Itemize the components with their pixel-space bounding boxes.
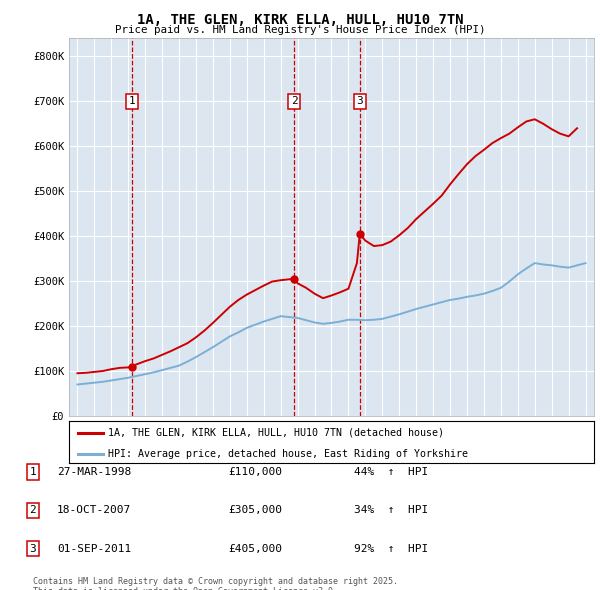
Text: 2: 2: [291, 96, 298, 106]
Text: Contains HM Land Registry data © Crown copyright and database right 2025.
This d: Contains HM Land Registry data © Crown c…: [33, 577, 398, 590]
Text: 01-SEP-2011: 01-SEP-2011: [57, 544, 131, 553]
Text: 18-OCT-2007: 18-OCT-2007: [57, 506, 131, 515]
Text: 44%  ↑  HPI: 44% ↑ HPI: [354, 467, 428, 477]
Text: Price paid vs. HM Land Registry's House Price Index (HPI): Price paid vs. HM Land Registry's House …: [115, 25, 485, 35]
Text: 34%  ↑  HPI: 34% ↑ HPI: [354, 506, 428, 515]
Text: 2: 2: [29, 506, 37, 515]
Text: 3: 3: [29, 544, 37, 553]
Text: 3: 3: [356, 96, 363, 106]
Text: 27-MAR-1998: 27-MAR-1998: [57, 467, 131, 477]
Text: 92%  ↑  HPI: 92% ↑ HPI: [354, 544, 428, 553]
Text: 1: 1: [129, 96, 136, 106]
Text: £405,000: £405,000: [228, 544, 282, 553]
Text: 1: 1: [29, 467, 37, 477]
Text: 1A, THE GLEN, KIRK ELLA, HULL, HU10 7TN (detached house): 1A, THE GLEN, KIRK ELLA, HULL, HU10 7TN …: [109, 428, 445, 438]
Text: £305,000: £305,000: [228, 506, 282, 515]
Text: £110,000: £110,000: [228, 467, 282, 477]
Text: 1A, THE GLEN, KIRK ELLA, HULL, HU10 7TN: 1A, THE GLEN, KIRK ELLA, HULL, HU10 7TN: [137, 13, 463, 27]
Text: HPI: Average price, detached house, East Riding of Yorkshire: HPI: Average price, detached house, East…: [109, 449, 469, 459]
